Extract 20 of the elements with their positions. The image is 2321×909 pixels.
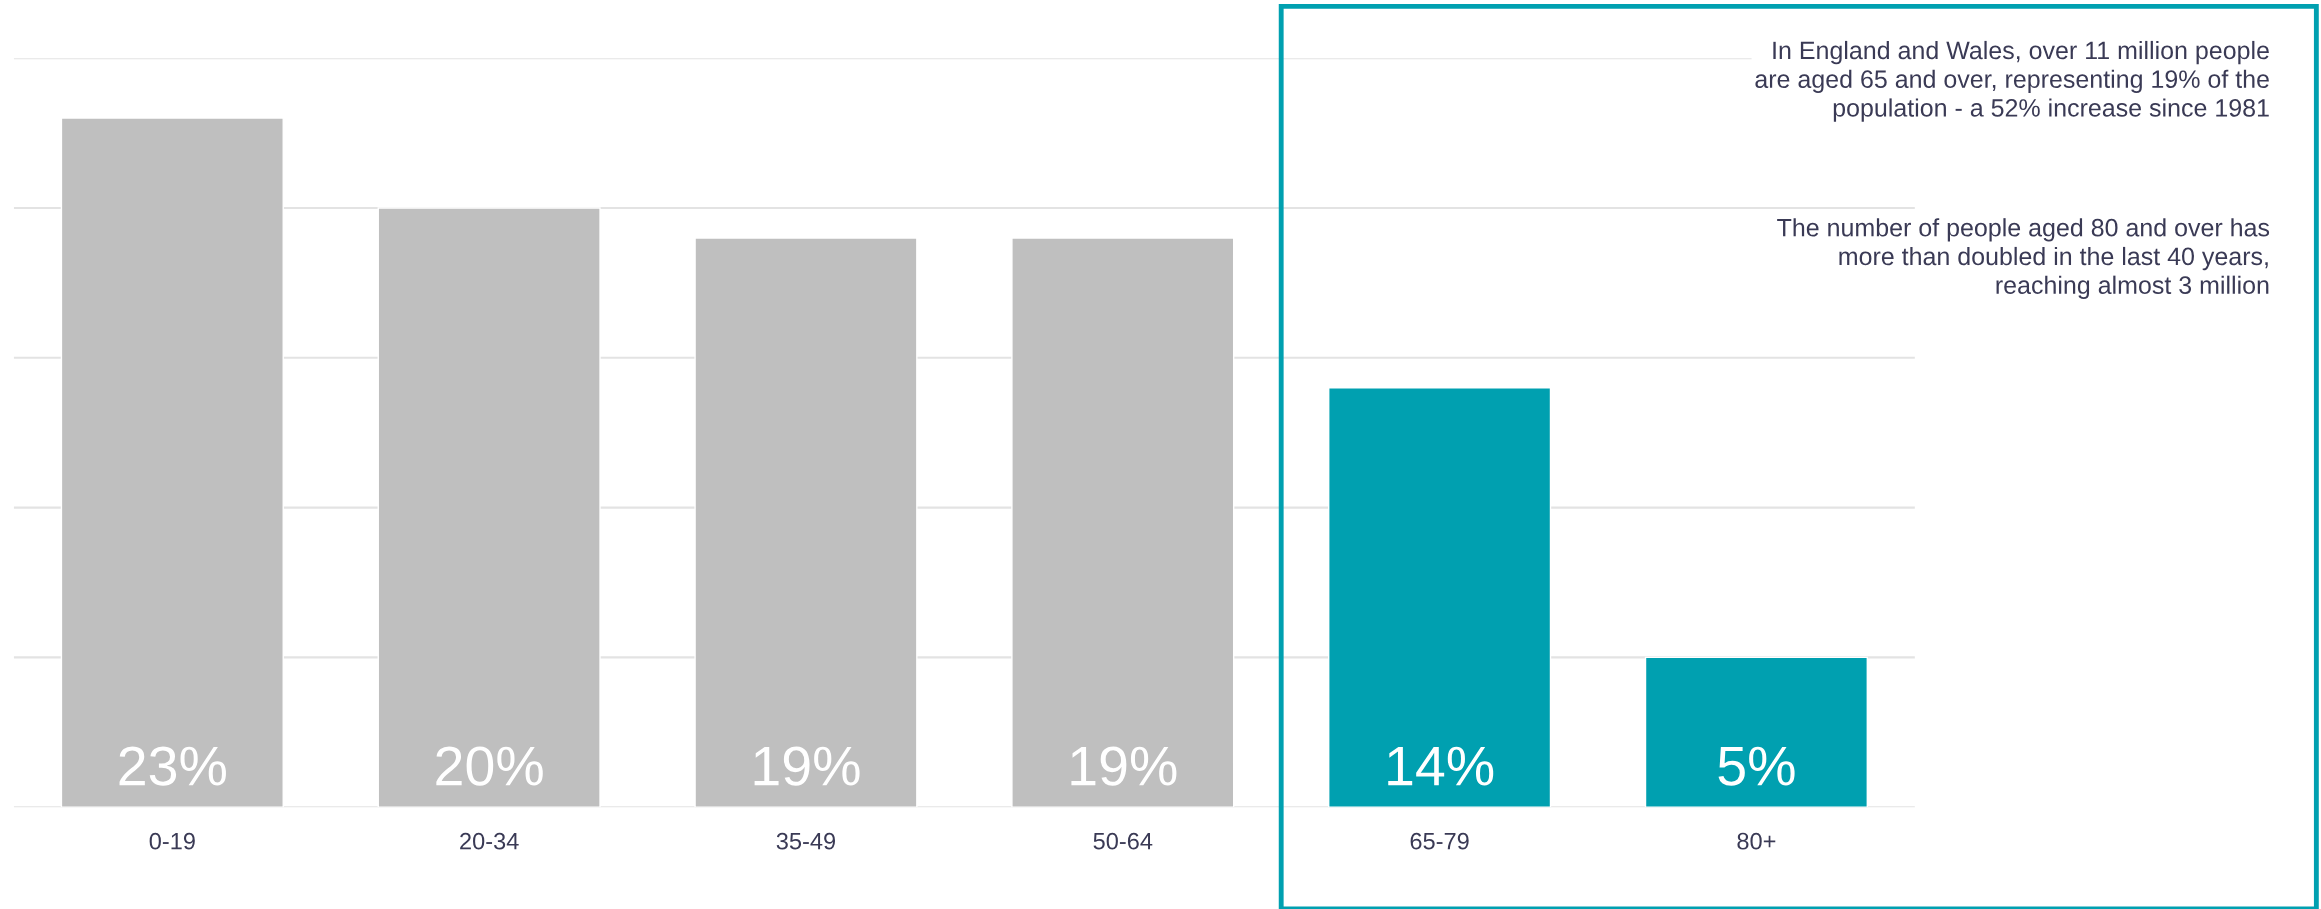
x-tick-label: 35-49 — [776, 832, 836, 850]
bar — [1011, 237, 1235, 808]
data-label: 5% — [1718, 746, 1795, 786]
x-tick-label: 80+ — [1737, 832, 1776, 850]
data-label: 14% — [1388, 746, 1494, 786]
bar — [1328, 387, 1552, 808]
annotation: In England and Wales, over 11 million people are aged 65 and over, representing 19% of the population - a 52% increase since 1981 — [1755, 40, 2269, 122]
data-label: 23% — [119, 746, 226, 786]
bar — [1644, 656, 1868, 808]
x-tick-label: 20-34 — [460, 832, 519, 850]
x-tick-label: 65-79 — [1410, 832, 1469, 850]
bar — [377, 207, 601, 808]
x-tick-label: 50-64 — [1093, 832, 1153, 850]
annotation: The number of people aged 80 and over has more than doubled in the last 40 years, reaching almost 3 million — [1777, 218, 2270, 299]
data-label: 19% — [1071, 746, 1177, 786]
data-label: 19% — [754, 746, 860, 786]
data-label: 20% — [436, 746, 543, 786]
bar — [694, 237, 918, 808]
bar — [60, 117, 284, 808]
x-tick-label: 0-19 — [149, 832, 195, 850]
